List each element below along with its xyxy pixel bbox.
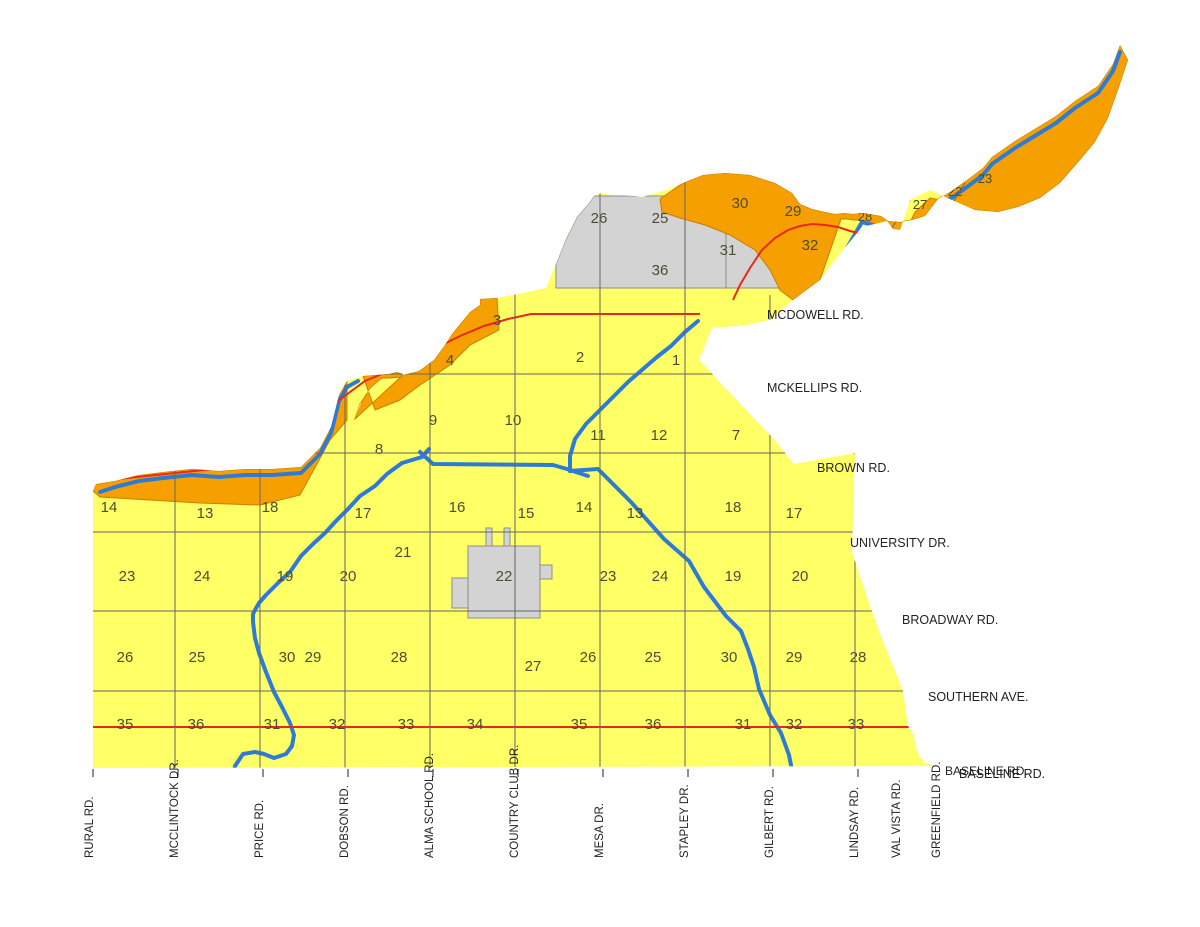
svg-text:MCKELLIPS RD.: MCKELLIPS RD. — [767, 381, 862, 395]
svg-text:22: 22 — [496, 568, 513, 585]
svg-text:31: 31 — [264, 716, 281, 733]
svg-text:14: 14 — [101, 499, 118, 516]
svg-text:29: 29 — [305, 649, 322, 666]
svg-text:3: 3 — [493, 312, 501, 329]
svg-text:BASELINE RD.: BASELINE RD. — [959, 767, 1045, 781]
svg-text:MCCLINTOCK DR.: MCCLINTOCK DR. — [169, 759, 181, 858]
svg-text:13: 13 — [197, 505, 214, 522]
svg-text:32: 32 — [802, 237, 819, 254]
svg-text:GREENFIELD RD.: GREENFIELD RD. — [931, 762, 943, 859]
svg-text:13: 13 — [627, 505, 644, 522]
svg-text:DOBSON RD.: DOBSON RD. — [339, 785, 351, 858]
svg-text:BROWN RD.: BROWN RD. — [817, 461, 890, 475]
svg-text:25: 25 — [652, 210, 669, 227]
svg-text:28: 28 — [391, 649, 408, 666]
svg-text:VAL VISTA RD.: VAL VISTA RD. — [891, 780, 903, 858]
svg-text:24: 24 — [652, 568, 669, 585]
svg-text:30: 30 — [279, 649, 296, 666]
svg-text:7: 7 — [732, 427, 740, 444]
svg-text:23: 23 — [119, 568, 136, 585]
svg-text:19: 19 — [277, 568, 294, 585]
svg-text:20: 20 — [340, 568, 357, 585]
svg-text:33: 33 — [398, 716, 415, 733]
svg-text:17: 17 — [786, 505, 803, 522]
svg-text:28: 28 — [858, 209, 872, 224]
svg-text:RURAL RD.: RURAL RD. — [84, 796, 96, 858]
svg-text:10: 10 — [505, 412, 522, 429]
svg-text:31: 31 — [720, 242, 737, 259]
svg-text:34: 34 — [467, 716, 484, 733]
svg-text:25: 25 — [645, 649, 662, 666]
svg-text:26: 26 — [580, 649, 597, 666]
svg-text:33: 33 — [848, 716, 865, 733]
svg-text:12: 12 — [651, 427, 668, 444]
svg-text:14: 14 — [576, 499, 593, 516]
svg-text:8: 8 — [375, 441, 383, 458]
svg-text:30: 30 — [721, 649, 738, 666]
svg-text:UNIVERSITY DR.: UNIVERSITY DR. — [850, 536, 950, 550]
svg-text:17: 17 — [355, 505, 372, 522]
svg-text:ALMA SCHOOL RD.: ALMA SCHOOL RD. — [424, 753, 436, 858]
svg-text:COUNTRY CLUB DR.: COUNTRY CLUB DR. — [509, 745, 521, 858]
svg-text:23: 23 — [600, 568, 617, 585]
svg-text:35: 35 — [117, 716, 134, 733]
svg-text:28: 28 — [850, 649, 867, 666]
svg-text:16: 16 — [449, 499, 466, 516]
svg-text:11: 11 — [590, 427, 606, 444]
svg-text:36: 36 — [645, 716, 662, 733]
svg-text:BROADWAY RD.: BROADWAY RD. — [902, 613, 998, 627]
svg-text:30: 30 — [732, 195, 749, 212]
svg-text:18: 18 — [725, 499, 742, 516]
svg-text:36: 36 — [188, 716, 205, 733]
svg-text:25: 25 — [189, 649, 206, 666]
svg-text:15: 15 — [518, 505, 535, 522]
svg-text:23: 23 — [978, 171, 992, 186]
svg-text:35: 35 — [571, 716, 588, 733]
svg-text:MESA DR.: MESA DR. — [594, 803, 606, 858]
svg-text:20: 20 — [792, 568, 809, 585]
svg-text:27: 27 — [525, 658, 542, 675]
svg-text:GILBERT RD.: GILBERT RD. — [764, 786, 776, 858]
svg-text:18: 18 — [262, 499, 279, 516]
svg-text:29: 29 — [786, 649, 803, 666]
svg-text:29: 29 — [785, 203, 802, 220]
svg-text:19: 19 — [725, 568, 742, 585]
svg-text:21: 21 — [395, 544, 412, 561]
svg-text:24: 24 — [194, 568, 211, 585]
svg-text:MCDOWELL RD.: MCDOWELL RD. — [767, 308, 864, 322]
svg-text:SOUTHERN AVE.: SOUTHERN AVE. — [928, 690, 1028, 704]
svg-text:36: 36 — [652, 262, 669, 279]
svg-text:32: 32 — [786, 716, 803, 733]
svg-text:26: 26 — [591, 210, 608, 227]
svg-text:2: 2 — [576, 349, 584, 366]
svg-text:1: 1 — [672, 352, 680, 369]
svg-text:31: 31 — [735, 716, 752, 733]
svg-text:LINDSAY RD.: LINDSAY RD. — [849, 787, 861, 858]
svg-text:PRICE RD.: PRICE RD. — [254, 800, 266, 858]
svg-text:STAPLEY DR.: STAPLEY DR. — [679, 784, 691, 858]
svg-text:4: 4 — [446, 352, 454, 369]
svg-text:26: 26 — [117, 649, 134, 666]
svg-text:32: 32 — [329, 716, 346, 733]
svg-text:27: 27 — [913, 197, 927, 212]
